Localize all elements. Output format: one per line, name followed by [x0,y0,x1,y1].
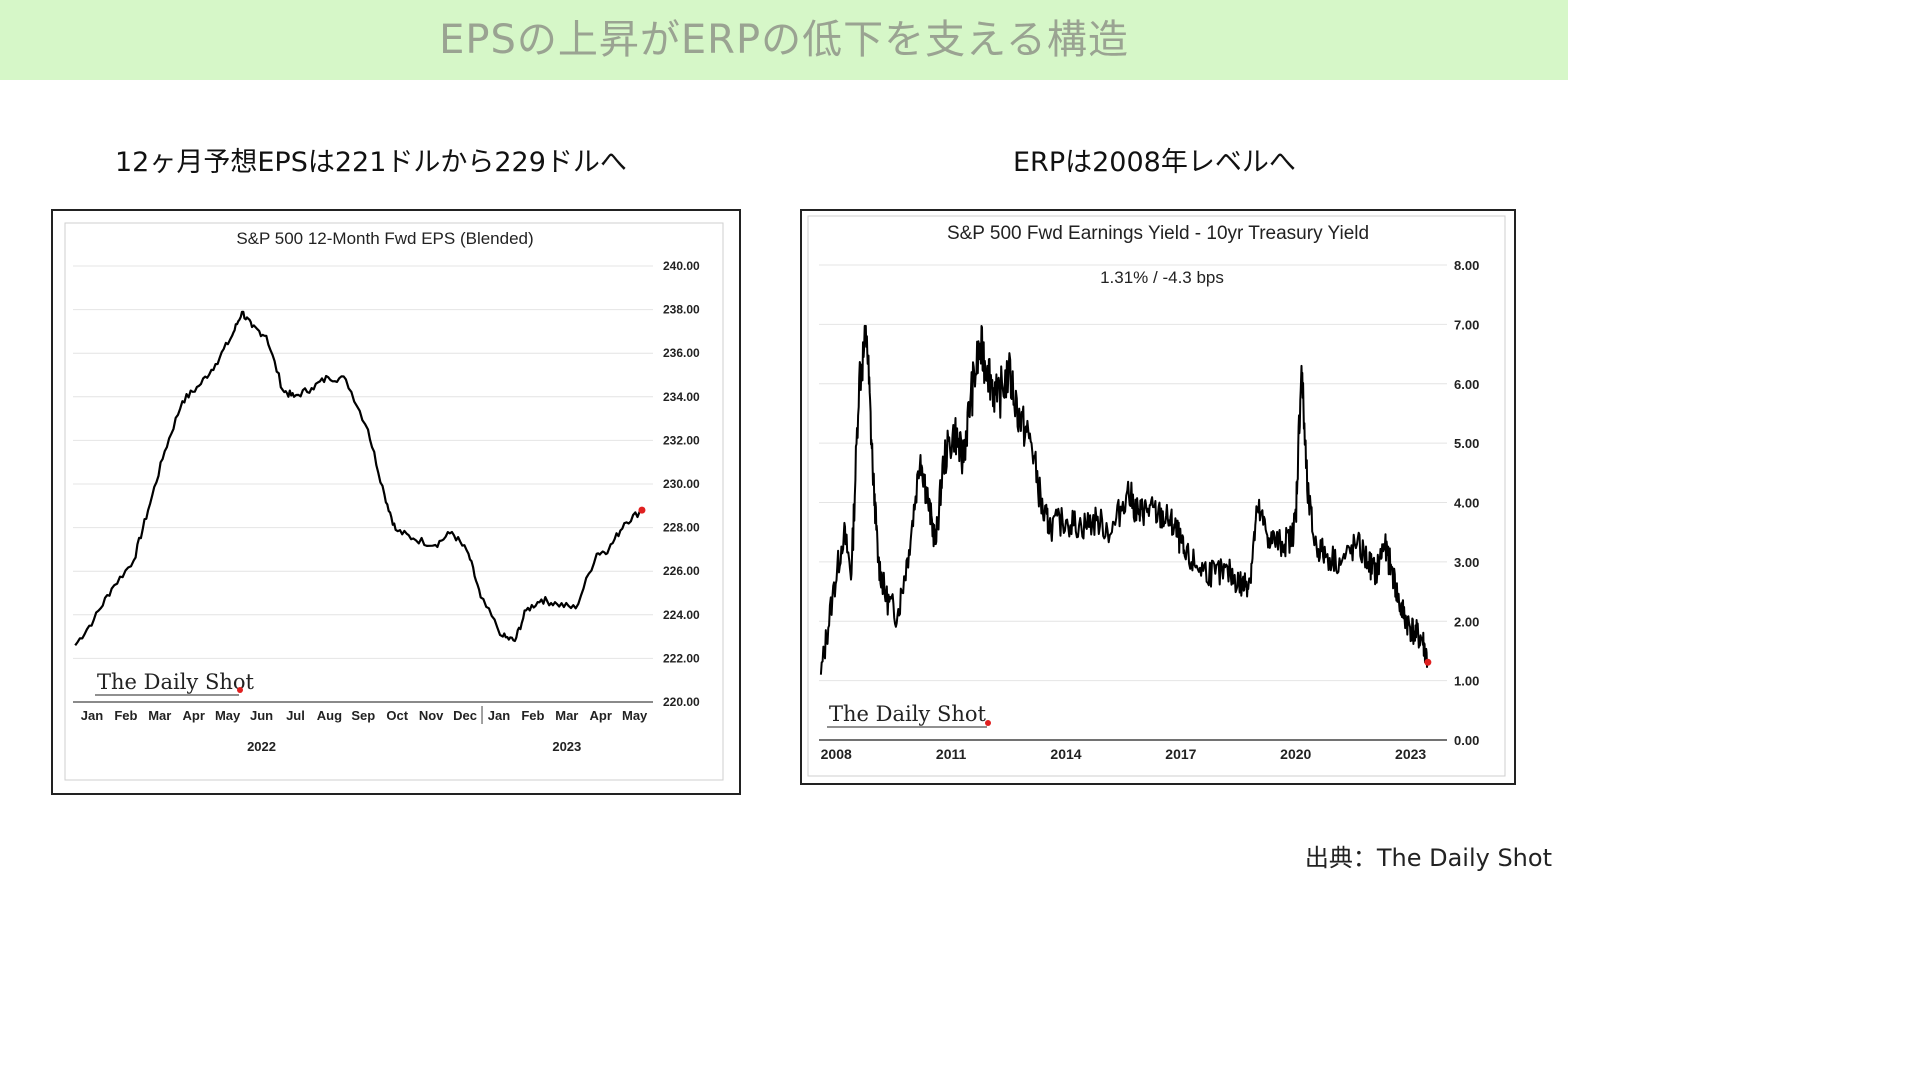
eps-endpoint-marker [638,506,646,514]
erp-chart-subtitle: 1.31% / -4.3 bps [1100,268,1224,287]
eps-y-tick-label: 224.00 [663,608,700,622]
page-title: EPSの上昇がERPの低下を支える構造 [439,17,1129,63]
erp-y-tick-label: 1.00 [1454,674,1479,689]
eps-y-tick-label: 238.00 [663,303,700,317]
erp-y-tick-label: 8.00 [1454,258,1479,273]
erp-chart: S&P 500 Fwd Earnings Yield - 10yr Treasu… [807,215,1506,777]
erp-x-tick-label: 2020 [1280,746,1311,762]
erp-endpoint-marker [1424,658,1432,666]
right-panel-title: ERPは2008年レベルへ [1013,147,1296,178]
eps-y-tick-label: 222.00 [663,651,700,665]
erp-series-line [819,324,1429,675]
eps-y-tick-label: 236.00 [663,346,700,360]
eps-year-label: 2022 [247,739,276,754]
source-credit: 出典：The Daily Shot [1304,844,1552,872]
erp-y-tick-label: 3.00 [1454,555,1479,570]
eps-plot-border [64,222,724,781]
erp-plot-border [807,215,1506,777]
eps-y-ticks: 240.00 238.00 236.00 234.00 232.00 230.00 228.… [663,259,700,709]
erp-y-tick-label: 2.00 [1454,614,1479,629]
eps-chart: S&P 500 12-Month Fwd EPS (Blended) 240.0… [64,222,724,781]
eps-y-tick-label: 228.00 [663,521,700,535]
left-panel-title: 12ヶ月予想EPSは221ドルから229ドルへ [115,147,627,178]
eps-year-label: 2023 [552,739,581,754]
eps-series-line [74,310,643,646]
eps-y-tick-label: 234.00 [663,390,700,404]
eps-x-tick-label: Oct [386,708,408,723]
eps-y-tick-label: 240.00 [663,259,700,273]
erp-x-tick-label: 2011 [936,746,967,762]
eps-y-tick-label: 232.00 [663,433,700,447]
eps-x-tick-label: Jul [286,708,305,723]
eps-x-tick-label: Apr [590,708,612,723]
eps-x-tick-label: Jun [250,708,273,723]
eps-chart-title: S&P 500 12-Month Fwd EPS (Blended) [236,229,533,248]
eps-y-tick-label: 230.00 [663,477,700,491]
eps-y-tick-label: 226.00 [663,564,700,578]
eps-x-tick-label: Dec [453,708,477,723]
erp-y-tick-label: 5.00 [1454,436,1479,451]
erp-y-tick-label: 6.00 [1454,377,1479,392]
erp-grid [819,264,1447,741]
eps-x-tick-label: Nov [419,708,444,723]
eps-watermark: The Daily Shot [97,670,255,694]
erp-watermark-dot [985,720,991,726]
eps-x-tick-label: Jan [81,708,103,723]
eps-x-tick-label: Apr [183,708,205,723]
erp-y-tick-label: 0.00 [1454,733,1479,748]
erp-x-tick-label: 2023 [1395,746,1426,762]
eps-x-tick-label: Mar [555,708,578,723]
erp-x-tick-label: 2008 [821,746,852,762]
erp-chart-frame: S&P 500 Fwd Earnings Yield - 10yr Treasu… [800,209,1516,785]
eps-x-tick-label: Aug [317,708,342,723]
eps-x-tick-label: Mar [148,708,171,723]
eps-x-tick-label: Feb [521,708,544,723]
eps-y-tick-label: 220.00 [663,695,700,709]
erp-x-tick-label: 2014 [1050,746,1081,762]
eps-x-ticks: Jan Feb Mar Apr May Jun Jul Aug Sep Oct Nov Dec Jan F… [81,706,648,754]
erp-y-tick-label: 4.00 [1454,496,1479,511]
eps-watermark-dot [237,687,243,693]
erp-y-ticks: 8.00 7.00 6.00 5.00 4.00 3.00 2.00 1.00 0.00 [1454,258,1479,748]
erp-y-tick-label: 7.00 [1454,317,1479,332]
eps-x-tick-label: Jan [488,708,510,723]
eps-x-tick-label: May [622,708,648,723]
eps-x-tick-label: Feb [114,708,137,723]
erp-watermark: The Daily Shot [829,702,987,726]
erp-chart-title: S&P 500 Fwd Earnings Yield - 10yr Treasu… [947,223,1369,244]
eps-grid [73,265,653,703]
erp-x-ticks: 2008 2011 2014 2017 2020 2023 [821,746,1427,762]
eps-x-tick-label: May [215,708,241,723]
eps-x-tick-label: Sep [351,708,375,723]
eps-chart-frame: S&P 500 12-Month Fwd EPS (Blended) 240.0… [51,209,741,795]
header-banner [0,0,1568,80]
erp-x-tick-label: 2017 [1165,746,1196,762]
